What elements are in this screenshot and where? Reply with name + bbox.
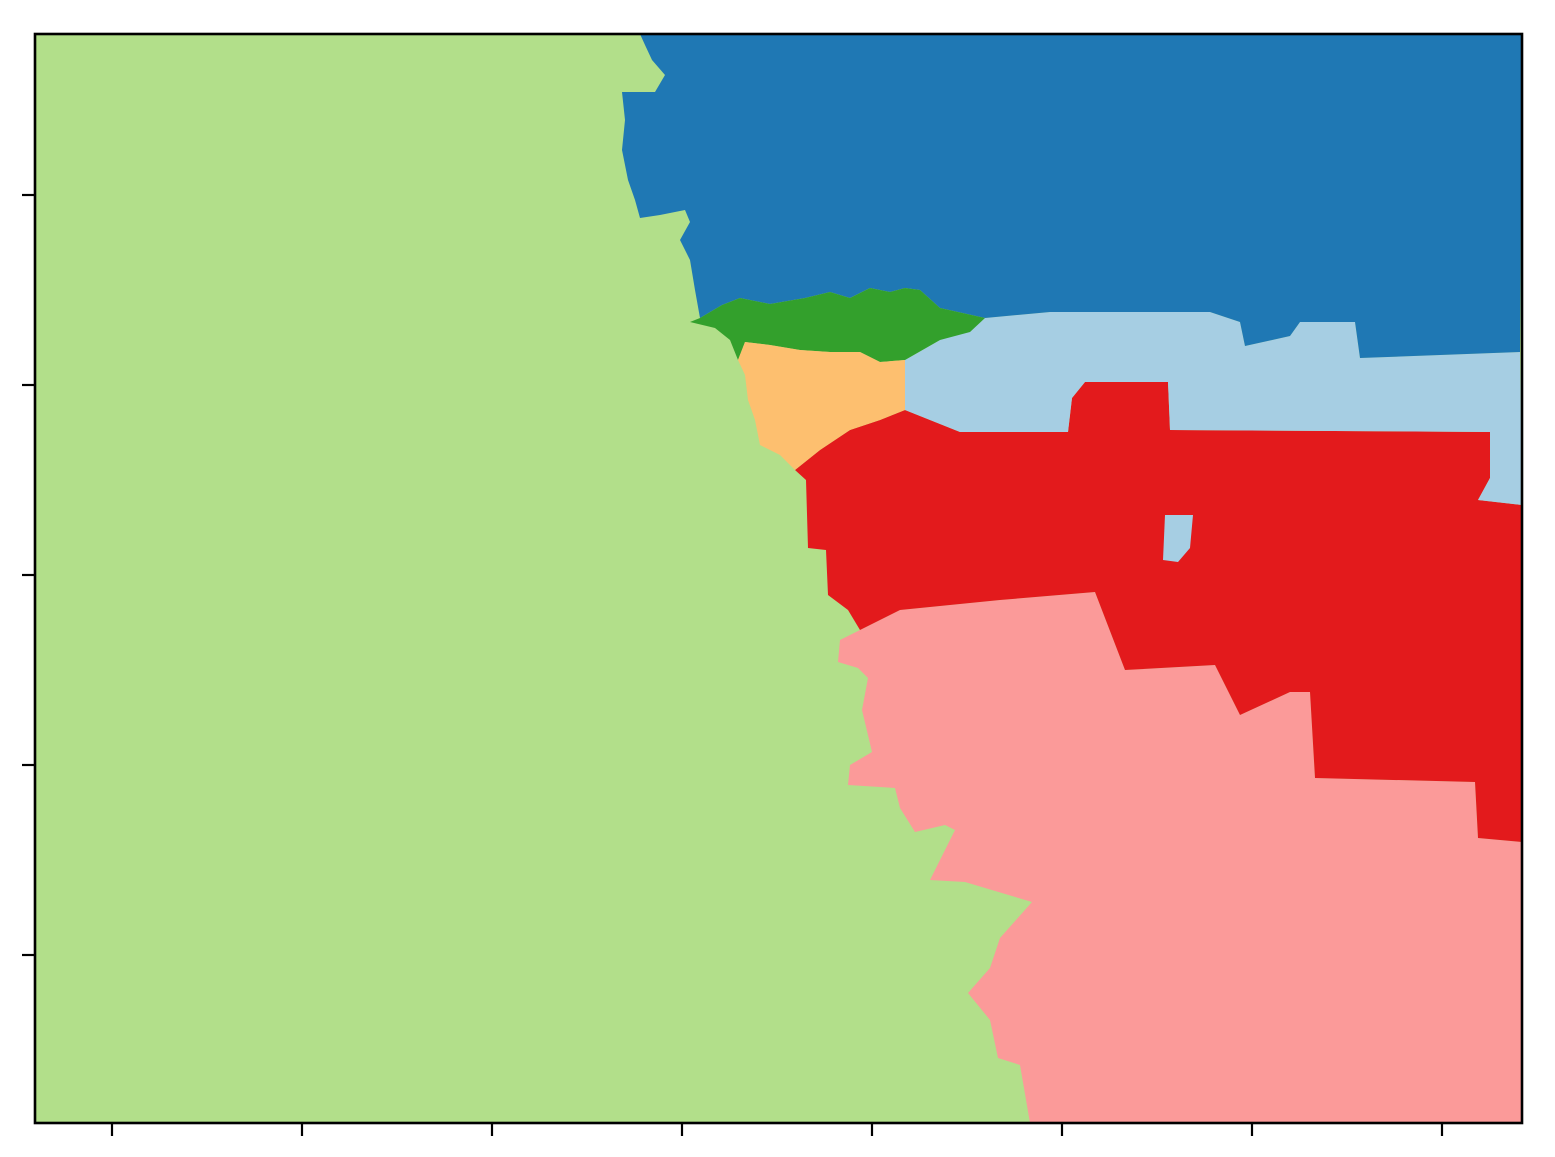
region-east-central [905, 312, 1522, 505]
map-regions [35, 34, 1522, 1123]
x-axis-ticks [110, 1123, 1444, 1136]
y-axis-ticks [22, 193, 35, 957]
region-north [622, 34, 1522, 358]
axes-frame [33, 32, 1524, 1125]
region-south [838, 592, 1522, 1123]
region-central [795, 382, 1522, 842]
region-east-central-island [1163, 515, 1193, 562]
region-north-center [690, 288, 985, 362]
region-center [738, 342, 905, 470]
